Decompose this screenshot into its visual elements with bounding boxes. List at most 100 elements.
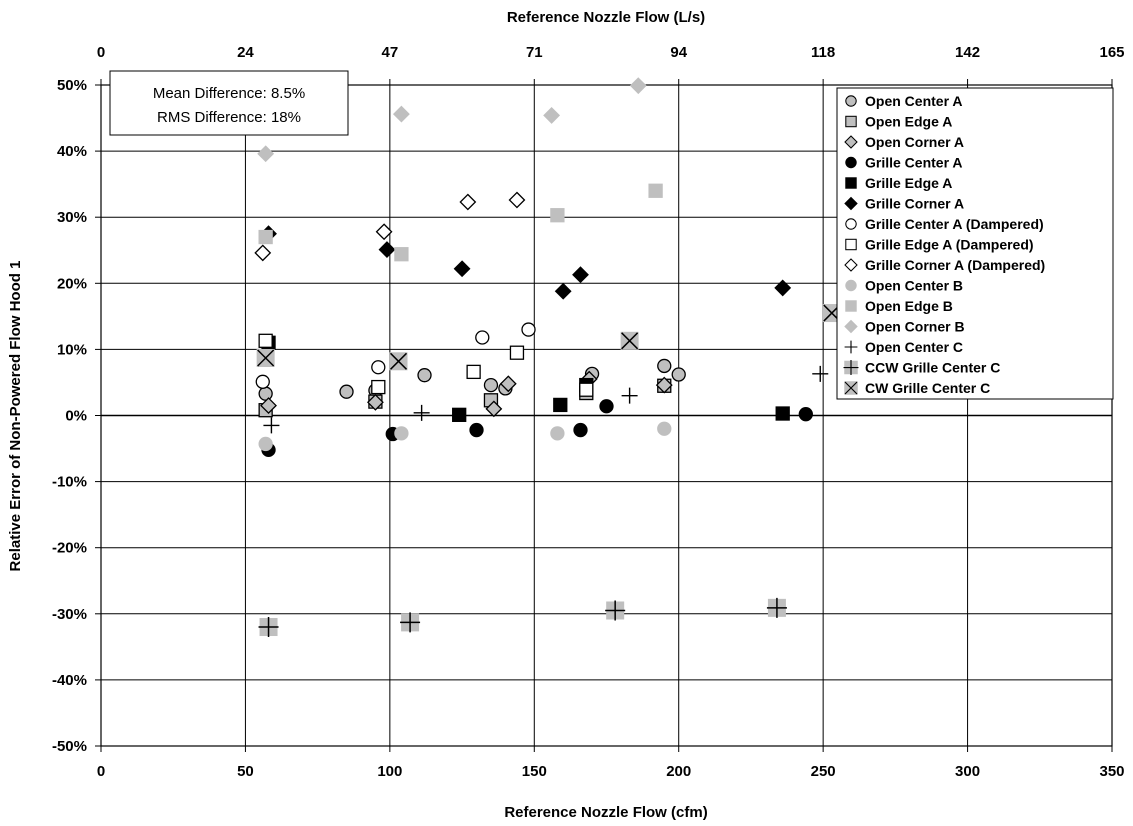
legend-item-grille-center-a: Grille Center A xyxy=(845,155,963,171)
legend-marker xyxy=(845,115,857,128)
mean-difference-label: Mean Difference: 8.5% xyxy=(153,85,305,102)
data-point xyxy=(655,376,673,394)
data-point xyxy=(459,193,477,211)
data-point xyxy=(413,404,430,421)
y-tick-label: 20% xyxy=(57,275,87,292)
legend-item-grille-edge-a-dampered: Grille Edge A (Dampered) xyxy=(845,237,1034,253)
legend-marker xyxy=(844,135,858,149)
legend-marker xyxy=(844,381,858,395)
legend-marker xyxy=(844,340,858,354)
x2-tick-label: 142 xyxy=(955,44,980,61)
legend-marker xyxy=(844,196,858,211)
data-point xyxy=(671,367,686,382)
data-point xyxy=(550,426,565,441)
legend-label: Grille Edge A xyxy=(865,175,952,191)
legend-label: CW Grille Center C xyxy=(865,380,990,396)
data-point xyxy=(579,382,594,397)
data-point xyxy=(499,375,517,393)
y-tick-label: 10% xyxy=(57,341,87,358)
legend-symbol xyxy=(845,177,857,189)
data-point xyxy=(620,331,639,350)
data-point xyxy=(485,400,503,418)
data-point xyxy=(339,384,354,399)
x-axis-ticks: 0 50 100 150 200 250 300 350 xyxy=(97,746,1125,780)
legend-symbol xyxy=(845,218,857,230)
legend-label: Grille Center A xyxy=(865,155,963,171)
data-point xyxy=(258,436,273,452)
data-point xyxy=(257,145,275,163)
y-tick-label: -30% xyxy=(52,606,87,623)
data-point xyxy=(375,223,393,241)
data-point xyxy=(553,397,568,413)
legend-symbol xyxy=(844,196,858,211)
legend-marker xyxy=(844,319,858,334)
data-point xyxy=(392,105,410,123)
legend-label: Open Edge B xyxy=(865,298,953,314)
series-open-corner-b xyxy=(257,77,647,163)
legend-marker xyxy=(845,218,857,230)
data-point xyxy=(554,282,572,300)
marker-cross xyxy=(605,600,626,621)
legend-label: Grille Corner A (Dampered) xyxy=(865,257,1045,273)
data-point xyxy=(394,426,409,441)
x-tick-label: 0 xyxy=(97,763,105,780)
legend-label: Open Center C xyxy=(865,339,963,355)
data-point xyxy=(453,260,471,278)
data-point xyxy=(258,617,279,638)
series-open-center-b xyxy=(258,421,672,452)
rms-difference-label: RMS Difference: 18% xyxy=(157,109,301,126)
legend-marker xyxy=(845,156,857,169)
marker-x xyxy=(621,332,639,350)
data-points xyxy=(254,77,841,638)
y-axis-title: Relative Error of Non-Powered Flow Hood … xyxy=(7,261,24,572)
legend-marker xyxy=(845,300,857,312)
y-tick-label: 40% xyxy=(57,143,87,160)
data-point xyxy=(573,422,588,438)
legend-marker xyxy=(843,360,859,375)
data-point xyxy=(466,364,481,380)
data-point xyxy=(509,345,525,360)
legend-marker xyxy=(845,95,857,107)
data-point xyxy=(263,417,280,434)
legend-symbol xyxy=(845,238,857,251)
legend-label: Grille Edge A (Dampered) xyxy=(865,237,1034,253)
y-tick-label: -50% xyxy=(52,738,87,755)
legend-item-open-corner-a: Open Corner A xyxy=(844,134,964,150)
data-point xyxy=(812,365,829,382)
legend-item-open-edge-a: Open Edge A xyxy=(845,114,952,130)
series-cw-grille-center-c xyxy=(256,304,841,371)
legend-item-open-center-c: Open Center C xyxy=(844,339,963,355)
x2-tick-label: 71 xyxy=(526,44,543,61)
data-point xyxy=(256,348,275,367)
data-point xyxy=(366,393,384,411)
x-tick-label: 50 xyxy=(237,763,254,780)
data-point xyxy=(657,358,672,374)
legend-marker xyxy=(845,238,857,251)
data-point xyxy=(605,600,626,621)
legend-label: Open Center B xyxy=(865,278,963,294)
data-point xyxy=(775,406,790,421)
marker-cross xyxy=(766,597,787,618)
data-point xyxy=(394,247,409,262)
data-point xyxy=(371,379,386,395)
x-tick-label: 150 xyxy=(522,763,547,780)
legend-symbol xyxy=(844,319,858,334)
data-point xyxy=(254,244,272,262)
marker-cross xyxy=(400,612,421,633)
x2-tick-label: 94 xyxy=(670,44,687,61)
data-point xyxy=(378,241,396,259)
legend-label: Open Center A xyxy=(865,93,963,109)
data-point xyxy=(483,377,499,393)
legend-symbol xyxy=(844,258,858,272)
legend-symbol xyxy=(844,381,858,395)
stats-annotation: Mean Difference: 8.5% RMS Difference: 18… xyxy=(109,70,349,136)
data-point xyxy=(550,208,565,223)
series-grille-center-a xyxy=(261,399,813,458)
data-point xyxy=(599,399,614,414)
y-tick-label: 50% xyxy=(57,77,87,94)
series-grille-center-a-dampered xyxy=(255,322,536,389)
data-point xyxy=(452,407,467,422)
x-tick-label: 200 xyxy=(666,763,691,780)
legend-symbol xyxy=(845,115,857,128)
series-grille-edge-a-dampered xyxy=(258,333,594,397)
